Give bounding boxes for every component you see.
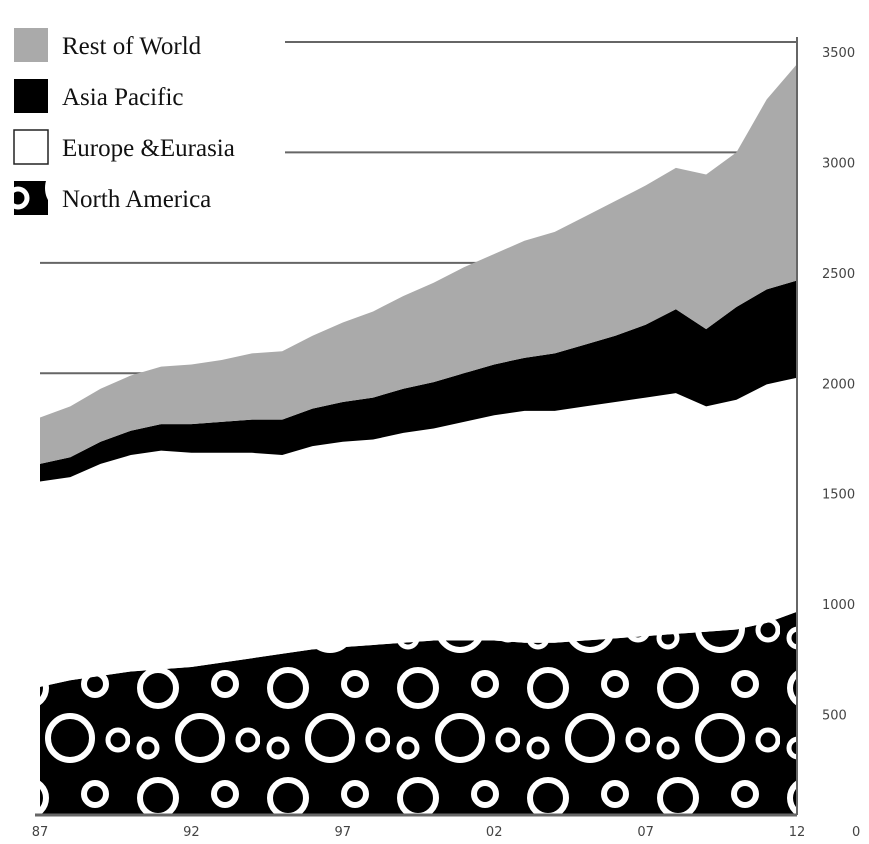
legend-label: Rest of World [62,33,202,60]
area-europe-eurasia [40,377,797,687]
area-north-america [40,611,797,815]
area-layers [40,64,797,815]
legend-swatch [13,129,49,165]
y-tick-label: 3500 [822,46,855,61]
legend-swatch [14,79,48,113]
y-tick-label: 2500 [822,267,855,282]
y-tick-label-zero: 0 [852,825,860,840]
x-tick-label: 12 [789,825,806,840]
x-tick-label: 97 [335,825,352,840]
legend-swatch [14,181,48,215]
legend-label: Europe &Eurasia [62,135,235,162]
area-asia-pacific [40,280,797,482]
legend-label: Asia Pacific [62,84,183,111]
legend-label: North America [62,186,211,213]
x-tick-label: 07 [637,825,654,840]
x-tick-label: 87 [32,825,49,840]
x-tick-label: 92 [183,825,200,840]
legend-swatch [14,28,48,62]
x-tick-label: 02 [486,825,503,840]
y-tick-label: 3000 [822,156,855,171]
y-tick-label: 500 [822,709,847,724]
legend: Rest of World Asia Pacific Europe &Eurasia… [0,18,285,228]
y-tick-label: 2000 [822,377,855,392]
y-tick-label: 1500 [822,488,855,503]
y-tick-label: 1000 [822,598,855,613]
axes: 500 1000 1500 2000 2500 3000 3500 0 87 92 97 02 07 12 [32,37,860,840]
area-rest-of-world [40,64,797,464]
